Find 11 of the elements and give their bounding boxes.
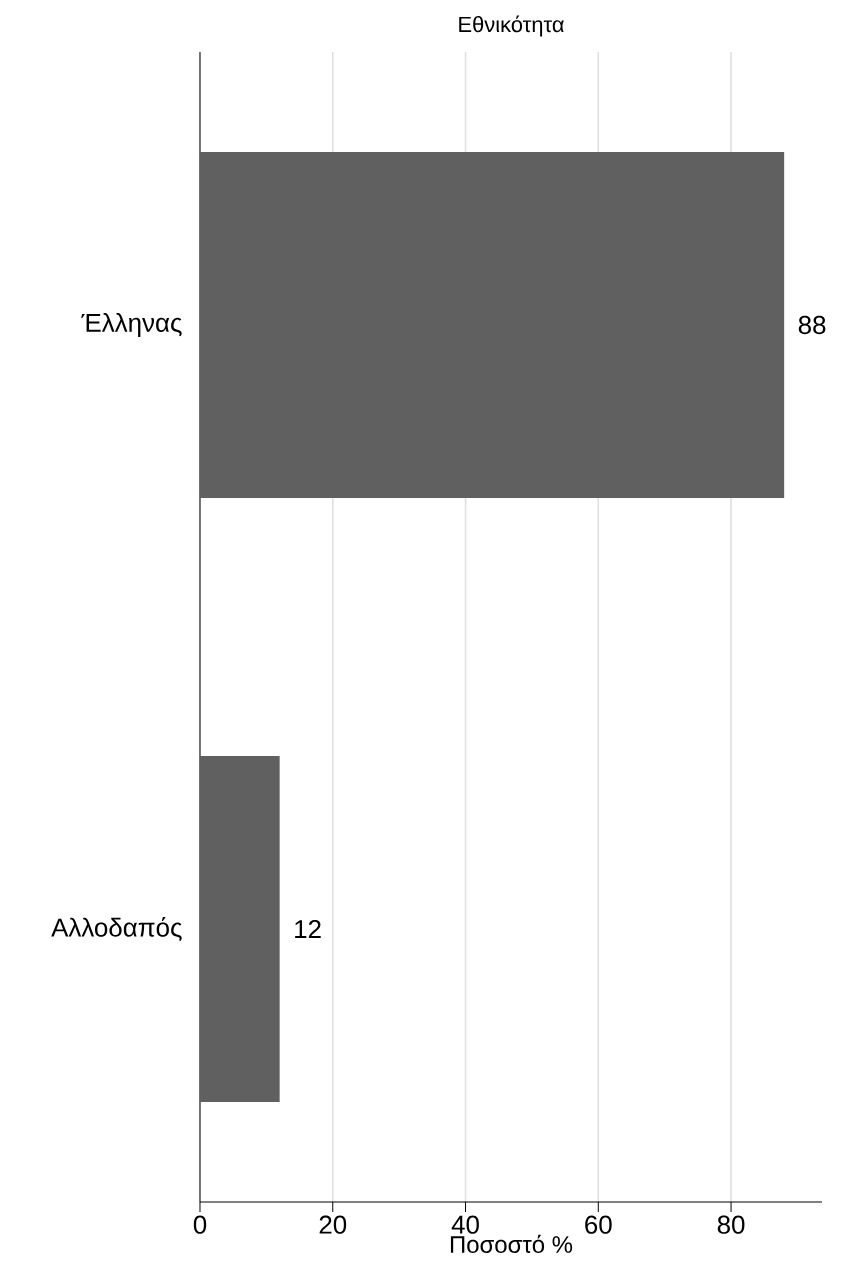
x-tick-label: 0 — [193, 1215, 207, 1234]
x-tick-label: 80 — [717, 1215, 745, 1234]
y-tick-label: Αλλοδαπός — [51, 917, 182, 941]
x-tick-label: 40 — [451, 1215, 479, 1234]
y-tick-label: Έλληνας — [81, 312, 182, 338]
x-tick-label: 60 — [585, 1215, 612, 1234]
data-label: 88 — [798, 315, 826, 335]
data-label: 12 — [295, 919, 321, 939]
x-tick-label: 20 — [319, 1215, 347, 1234]
chart-title: Εθνικότητα — [459, 15, 564, 37]
x-axis-title: Ποσοστό % — [450, 1234, 573, 1253]
